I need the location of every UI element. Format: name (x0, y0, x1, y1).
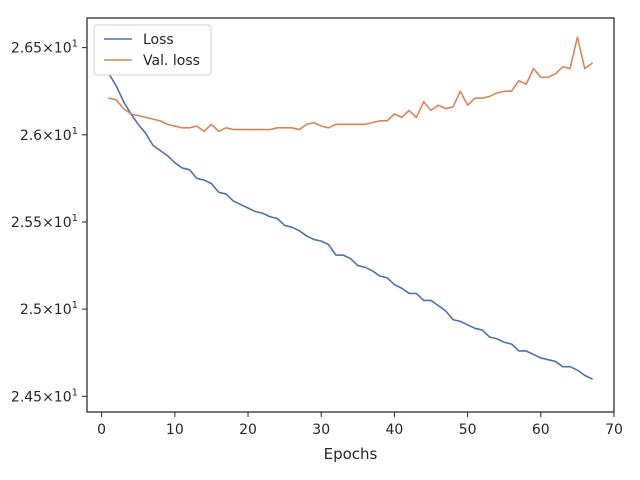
y-tick-label: 2.45×101 (11, 387, 78, 405)
y-tick-label: 2.55×101 (11, 213, 78, 231)
legend-box (93, 24, 212, 76)
x-tick-label: 0 (97, 422, 106, 438)
series-line-val-loss (108, 36, 593, 133)
x-tick-label: 50 (459, 422, 477, 438)
x-tick-label: 20 (239, 422, 257, 438)
legend-label-val-loss: Val. loss (143, 53, 200, 69)
y-tick-label: 2.6×101 (20, 126, 78, 144)
series-line-loss (108, 72, 593, 380)
series-lines (108, 36, 593, 380)
y-axis-ticks: 2.45×101 2.5×101 2.55×101 2.6×101 2.65×101 (11, 39, 87, 405)
y-tick-label: 2.5×101 (20, 300, 78, 318)
y-tick-label: 2.65×101 (11, 39, 78, 57)
legend: Loss Val. loss (93, 24, 212, 76)
x-tick-label: 40 (386, 422, 404, 438)
plot-frame (86, 17, 615, 413)
plot-background (87, 18, 614, 412)
x-tick-label: 10 (166, 422, 184, 438)
x-tick-label: 30 (312, 422, 330, 438)
x-tick-label: 60 (532, 422, 550, 438)
legend-label-loss: Loss (143, 32, 174, 48)
x-tick-label: 70 (605, 422, 623, 438)
x-axis-label: Epochs (324, 445, 378, 463)
x-axis-ticks: 0 10 20 30 40 50 60 70 (97, 412, 623, 438)
